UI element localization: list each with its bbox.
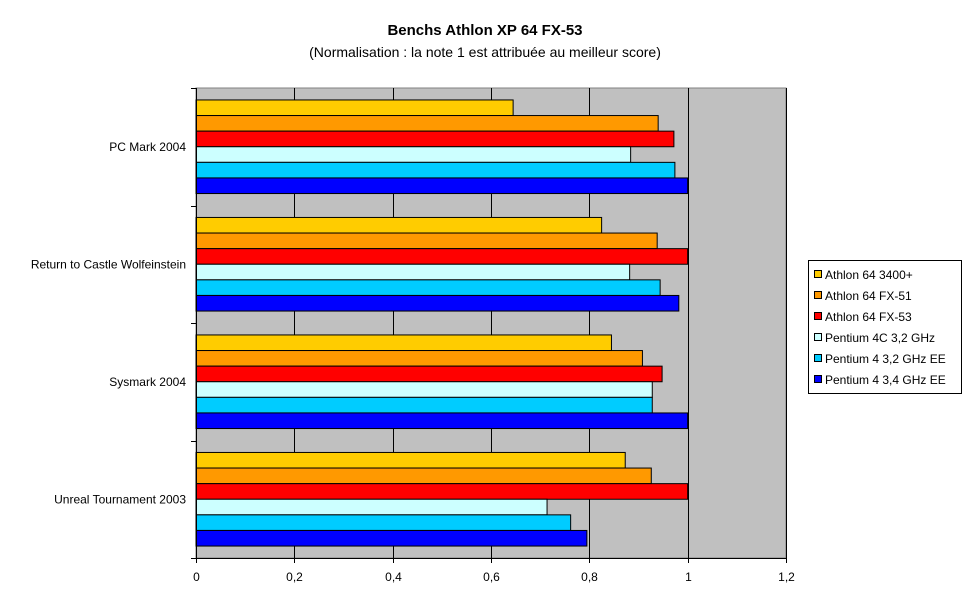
bar [195, 467, 652, 485]
bar [195, 498, 548, 516]
x-tick-label: 1 [685, 570, 692, 584]
bar [195, 365, 663, 383]
bar [195, 396, 653, 414]
legend-box [808, 260, 962, 394]
bar [195, 161, 676, 179]
bar [195, 381, 653, 398]
category-label: Unreal Tournament 2003 [54, 492, 186, 506]
legend-swatch [814, 375, 822, 383]
bar [195, 529, 588, 547]
bar [195, 216, 603, 234]
bar [195, 483, 689, 500]
bar [195, 263, 631, 281]
legend-label: Pentium 4 3,2 GHz EE [825, 352, 946, 366]
bar [195, 334, 612, 352]
bar [195, 350, 643, 367]
category-label: PC Mark 2004 [109, 140, 186, 154]
x-tick-label: 0,2 [286, 570, 303, 584]
legend-label: Athlon 64 3400+ [825, 268, 913, 282]
legend-swatch [814, 333, 822, 341]
bar [195, 279, 661, 296]
bar [195, 248, 689, 265]
x-tick-label: 0,4 [385, 570, 402, 584]
legend-label: Pentium 4 3,4 GHz EE [825, 373, 946, 387]
legend-swatch [814, 312, 822, 320]
bar [195, 514, 572, 531]
legend-swatch [814, 291, 822, 299]
chart-subtitle: (Normalisation : la note 1 est attribuée… [309, 44, 661, 60]
chart-title: Benchs Athlon XP 64 FX-53 [387, 22, 583, 39]
x-tick-label: 1,2 [778, 570, 795, 584]
bar [195, 99, 514, 117]
category-label: Return to Castle Wolfeinstein [31, 257, 186, 271]
legend-label: Athlon 64 FX-51 [825, 289, 912, 303]
bar [195, 294, 680, 312]
legend-label: Athlon 64 FX-53 [825, 310, 912, 324]
category-label: Sysmark 2004 [109, 375, 186, 389]
bar [195, 115, 659, 132]
x-tick-label: 0,8 [581, 570, 598, 584]
legend-swatch [814, 270, 822, 278]
bar [195, 451, 626, 469]
legend-label: Pentium 4C 3,2 GHz [825, 331, 935, 345]
x-tick-label: 0 [193, 570, 200, 584]
x-tick-label: 0,6 [483, 570, 500, 584]
bar [195, 130, 675, 148]
legend-swatch [814, 354, 822, 362]
bar [195, 232, 658, 250]
bar [195, 412, 689, 430]
bar [195, 146, 632, 163]
bar [195, 177, 689, 195]
